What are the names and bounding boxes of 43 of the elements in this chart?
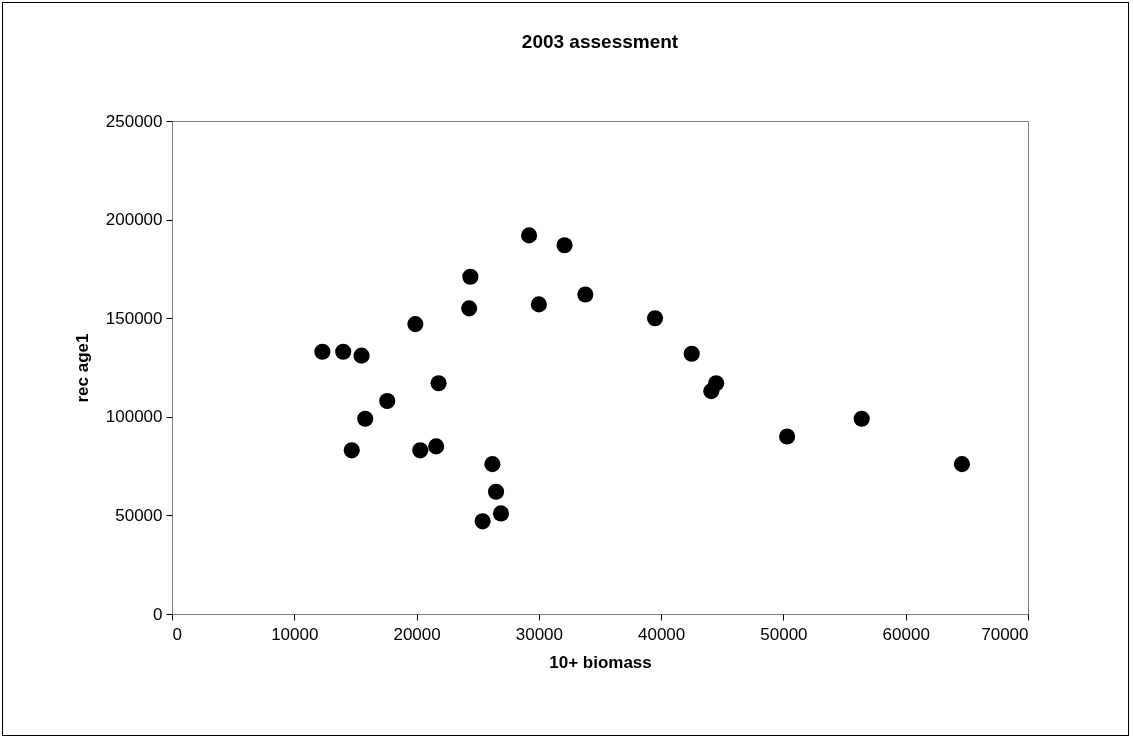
x-axis-title: 10+ biomass <box>549 652 652 672</box>
point <box>853 410 870 427</box>
y-axis-title: rec age1 <box>72 333 92 403</box>
y-tick-label: 100000 <box>105 407 163 427</box>
point <box>530 296 547 313</box>
point <box>521 227 538 244</box>
x-tick-label: 70000 <box>981 624 1029 644</box>
x-tick-label: 0 <box>172 624 182 644</box>
point <box>430 375 447 392</box>
point <box>412 442 429 459</box>
y-tick-label: 150000 <box>105 308 163 328</box>
point <box>683 345 700 362</box>
point <box>343 442 360 459</box>
point <box>484 456 501 473</box>
point <box>492 505 510 522</box>
x-tick-label: 50000 <box>760 624 808 644</box>
x-tick-label: 10000 <box>271 624 319 644</box>
point <box>577 286 594 303</box>
point <box>779 428 796 445</box>
chart-title: 2003 assessment <box>521 31 679 52</box>
point <box>428 438 445 455</box>
point <box>462 268 479 285</box>
point <box>379 392 396 410</box>
point <box>407 316 424 333</box>
point <box>353 347 370 364</box>
y-tick-label: 50000 <box>115 505 163 525</box>
point <box>335 343 352 360</box>
point <box>953 456 971 473</box>
point <box>461 300 478 317</box>
x-tick-label: 40000 <box>638 624 686 644</box>
point <box>474 513 491 530</box>
x-tick-label: 60000 <box>882 624 930 644</box>
y-tick-label: 200000 <box>105 210 163 230</box>
point <box>556 237 573 254</box>
y-tick-label: 0 <box>153 604 163 624</box>
point <box>646 310 664 327</box>
point <box>488 483 505 500</box>
point <box>314 343 331 360</box>
point <box>357 410 374 427</box>
x-tick-label: 30000 <box>515 624 563 644</box>
point <box>708 375 725 392</box>
y-tick-label: 250000 <box>105 111 163 131</box>
x-tick-label: 20000 <box>393 624 441 644</box>
